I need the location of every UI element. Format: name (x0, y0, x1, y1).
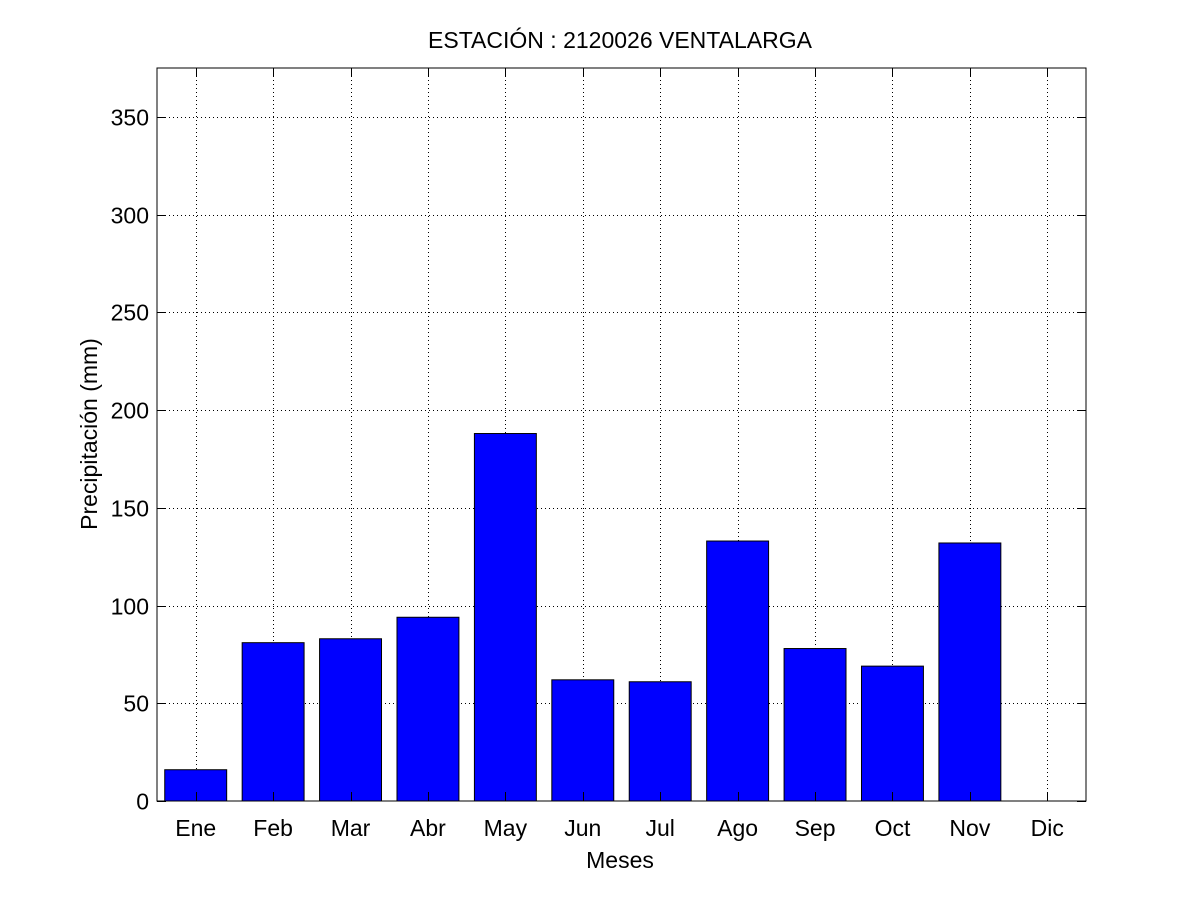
x-tick-label: Nov (949, 815, 990, 841)
bar-jun (551, 679, 615, 802)
x-tick-label: Abr (410, 815, 446, 841)
y-tick-label: 200 (111, 398, 149, 424)
bars (164, 433, 1002, 802)
bar-sep (783, 648, 847, 802)
y-tick-label: 50 (123, 691, 149, 717)
x-tick-label: Dic (1031, 815, 1064, 841)
x-tick-label: Sep (795, 815, 836, 841)
bar-ene (164, 769, 228, 802)
grid-lines (157, 68, 1086, 801)
x-tick-label: May (484, 815, 528, 841)
bar-oct (860, 665, 924, 802)
x-tick-label: Jul (646, 815, 675, 841)
x-tick-label: Mar (331, 815, 371, 841)
y-tick-label: 350 (111, 105, 149, 131)
x-tick-label: Jun (564, 815, 601, 841)
tick-marks (157, 68, 1086, 802)
bar-ago (706, 540, 770, 802)
chart-title: ESTACIÓN : 2120026 VENTALARGA (428, 27, 813, 53)
plot-frame (156, 67, 1087, 802)
bar-feb (241, 642, 305, 802)
x-tick-label: Feb (253, 815, 293, 841)
y-tick-label: 0 (136, 789, 149, 815)
x-tick-label: Ago (717, 815, 758, 841)
bar-abr (396, 616, 460, 802)
bar-mar (319, 638, 383, 802)
y-tick-label: 100 (111, 594, 149, 620)
y-tick-label: 150 (111, 496, 149, 522)
y-tick-label: 250 (111, 300, 149, 326)
y-tick-label: 300 (111, 203, 149, 229)
y-axis-label: Precipitación (mm) (76, 338, 102, 530)
x-tick-label: Oct (875, 815, 911, 841)
x-axis-label: Meses (586, 847, 654, 873)
bar-nov (938, 542, 1002, 802)
x-tick-labels: Ene Feb Mar Abr May Jun Jul Ago Sep Oct Nov Dic (175, 815, 1064, 841)
plot-background (157, 68, 1086, 801)
x-tick-label: Ene (175, 815, 216, 841)
bar-jul (628, 681, 692, 802)
y-tick-labels: 0 50 100 150 200 250 300 350 (111, 105, 149, 815)
bar-may (473, 433, 537, 802)
